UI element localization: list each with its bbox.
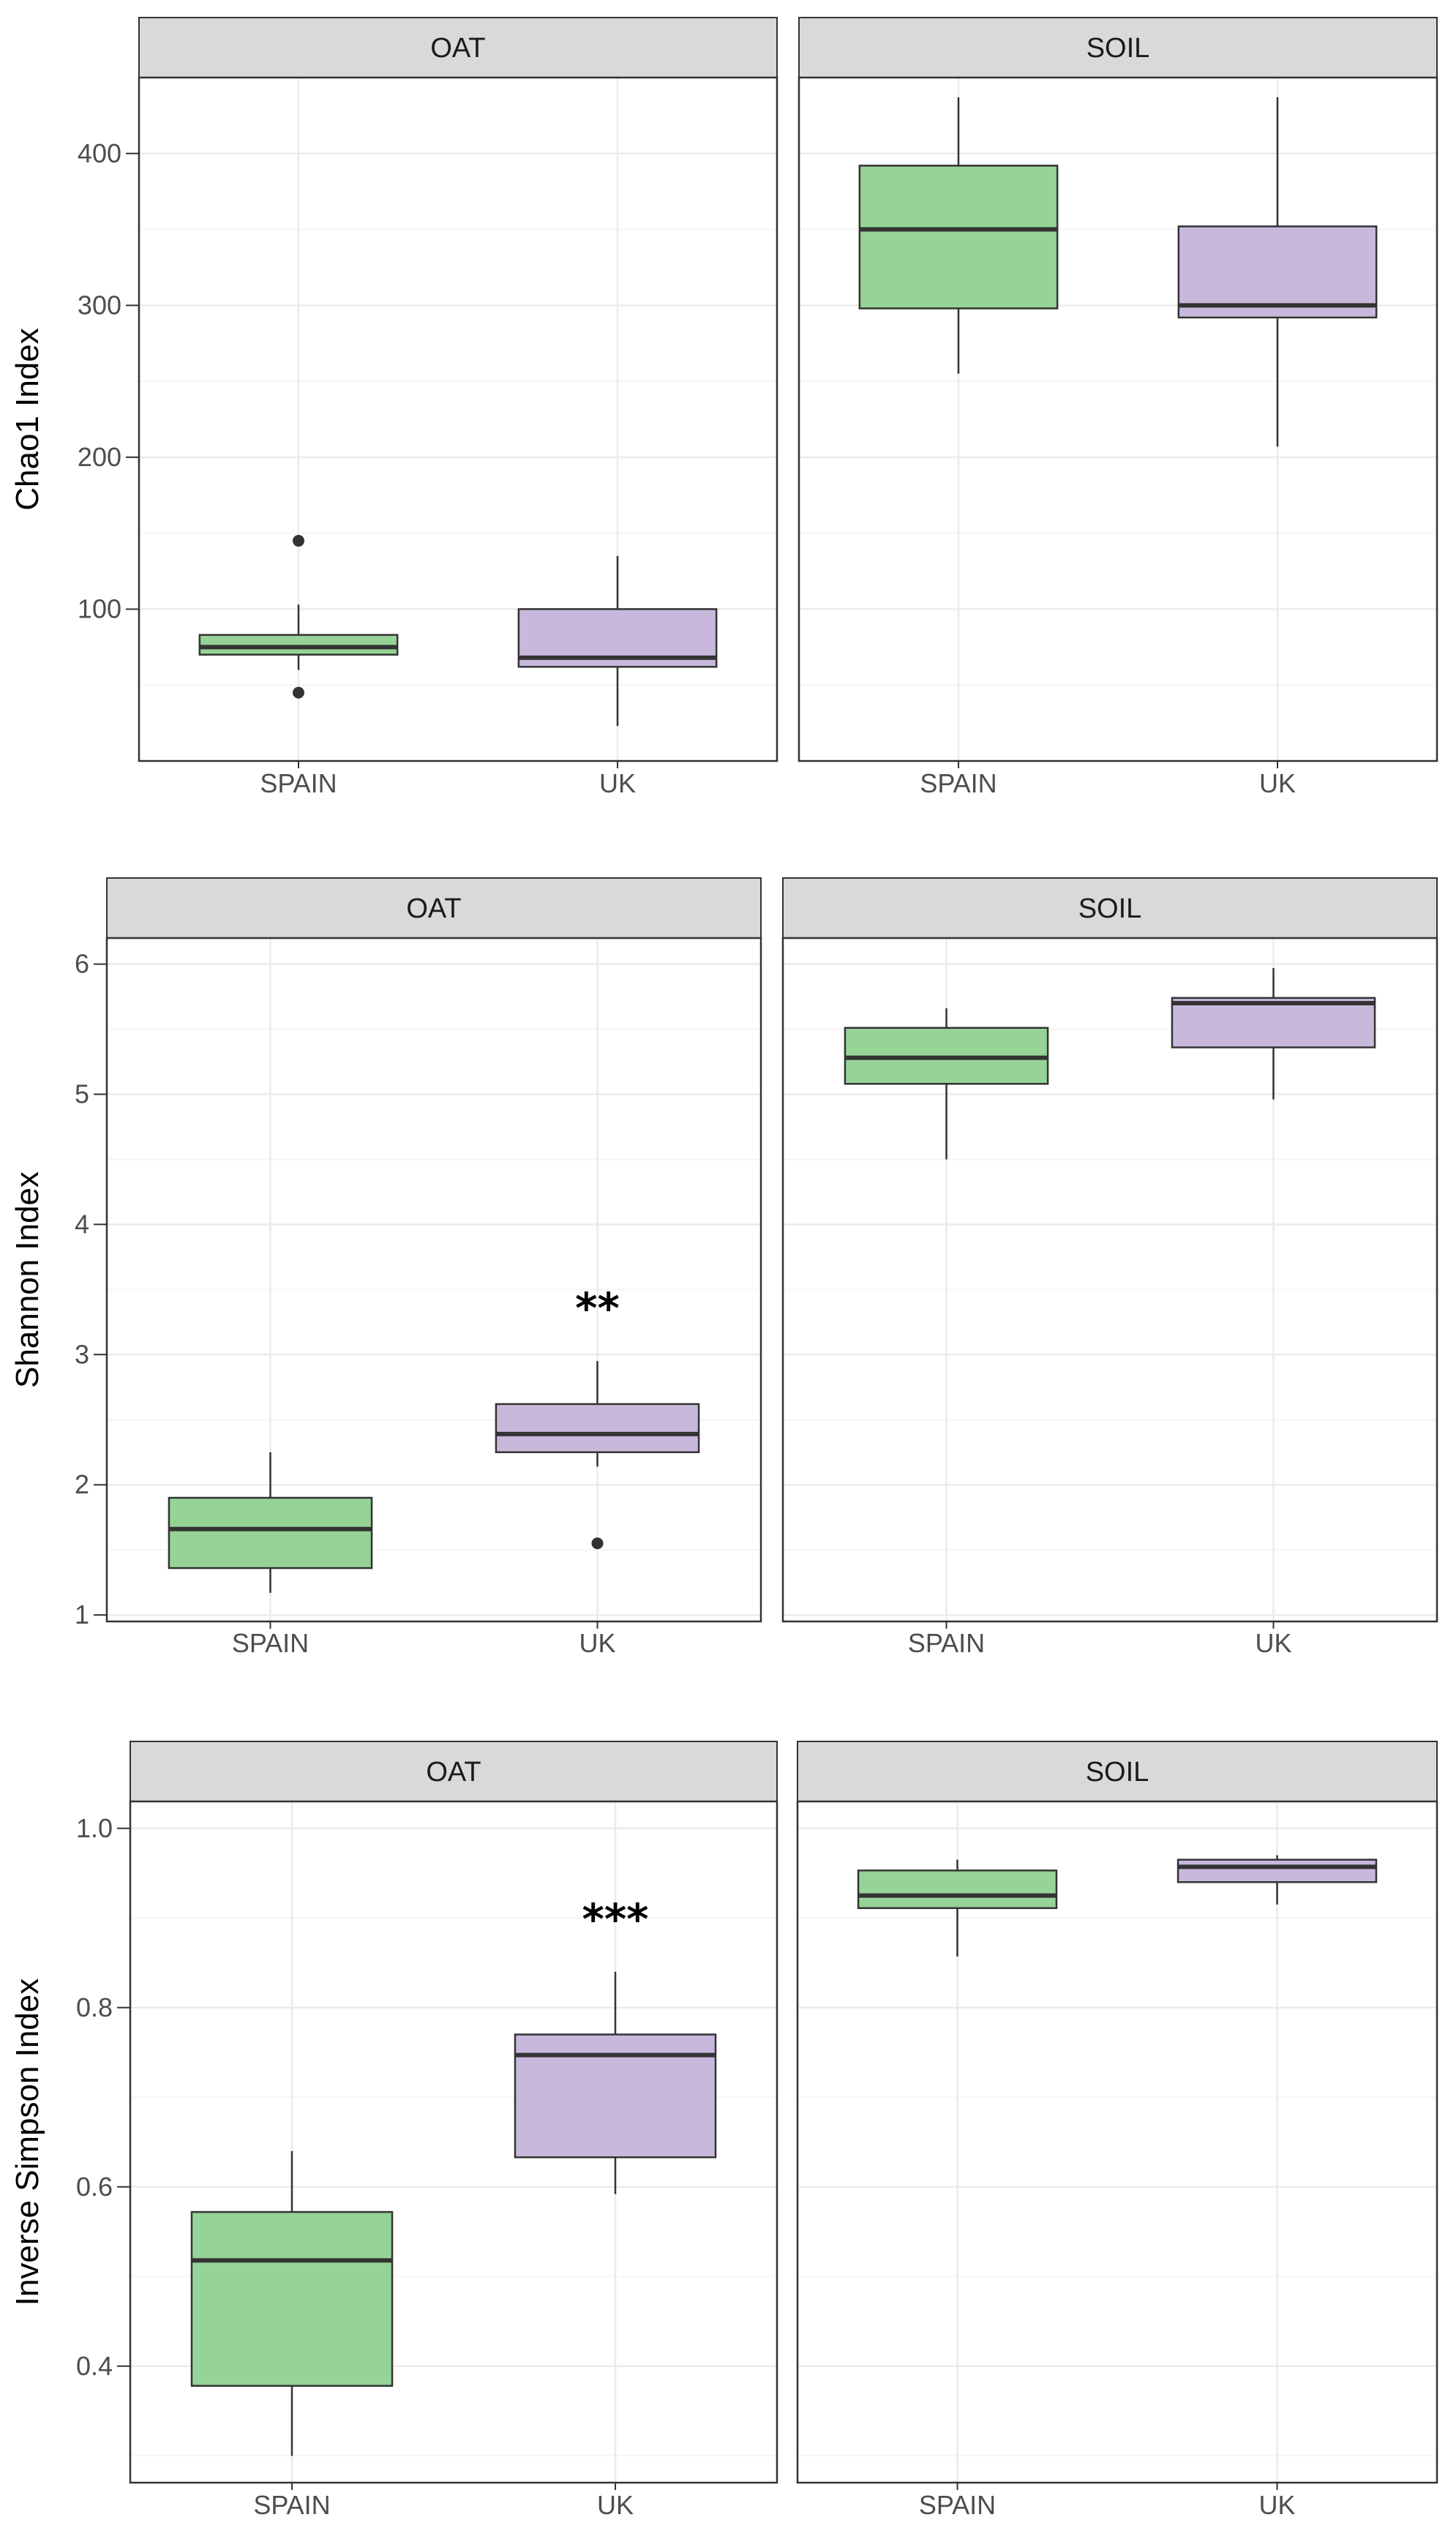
iqr-box: [198, 634, 399, 656]
iqr-box: [1177, 1859, 1378, 1883]
facet-strip-label: SOIL: [1078, 893, 1142, 924]
panel-soil: SOIL SPAIN UK: [798, 17, 1438, 798]
box-spain: [844, 1008, 1049, 1160]
y-tick-label: 3: [75, 1339, 89, 1369]
x-tick-label: SPAIN: [260, 768, 337, 798]
panel-border: [781, 937, 1438, 1623]
facet-strip-label: SOIL: [1087, 33, 1150, 64]
facet-strip: [782, 877, 1438, 939]
panel-oat: OAT ** SPAIN UK: [105, 877, 762, 1658]
y-tick-label: 0.8: [76, 1992, 113, 2022]
y-tick-label: 5: [75, 1079, 89, 1109]
panel-soil: SOIL SPAIN UK: [781, 877, 1438, 1658]
x-tick-label: UK: [1259, 768, 1296, 798]
facet-strip-label: OAT: [406, 893, 461, 924]
box-uk: ***: [514, 1894, 717, 2194]
y-tick-label: 6: [75, 949, 89, 979]
outlier-point: [293, 535, 304, 547]
facet-row-3: Inverse Simpson Index 0.4 0.6 0.8 1.0 OAT *** S…: [10, 1741, 1438, 2520]
y-tick-label: 0.4: [76, 2351, 113, 2381]
iqr-box: [1171, 997, 1376, 1049]
x-tick-label: UK: [599, 768, 636, 798]
facet-strip: [138, 17, 778, 78]
box-uk: [1177, 1855, 1378, 1905]
x-tick-label: SPAIN: [908, 1628, 985, 1658]
panel-oat: OAT SPAIN UK: [138, 17, 778, 798]
iqr-box: [1177, 225, 1378, 319]
y-tick-label: 0.6: [76, 2172, 113, 2202]
panel-soil: SOIL SPAIN UK: [796, 1741, 1438, 2520]
box-uk: [1171, 967, 1376, 1100]
x-tick-label: SPAIN: [253, 2490, 330, 2520]
x-tick-label: SPAIN: [920, 768, 997, 798]
y-tick-label: 2: [75, 1469, 89, 1499]
x-tick-label: UK: [1255, 1628, 1291, 1658]
x-tick-label: UK: [579, 1628, 615, 1658]
facet-strip-label: OAT: [426, 1757, 481, 1788]
facet-strip: [130, 1741, 778, 1802]
iqr-box: [858, 165, 1059, 310]
box-uk: [1177, 97, 1378, 447]
y-tick-label: 100: [78, 593, 121, 623]
facet-row-2: Shannon Index 1 2 3 4 5 6 OAT ** SPAIN UK SOIL SPAIN…: [10, 877, 1438, 1658]
facet-strip-label: OAT: [430, 33, 485, 64]
box-uk: [517, 555, 718, 727]
x-tick-label: UK: [1258, 2490, 1295, 2520]
iqr-box: [514, 2033, 717, 2159]
outlier-point: [293, 686, 304, 699]
box-spain: [168, 1452, 373, 1593]
outlier-point: [591, 1537, 604, 1550]
y-tick-label: 1.0: [76, 1813, 113, 1843]
significance-marker: **: [575, 1283, 620, 1333]
box-spain: [198, 535, 399, 699]
iqr-box: [857, 1869, 1058, 1910]
y-tick-label: 1: [75, 1599, 89, 1629]
facet-row-1: Chao1 Index 100 200 300 400 OAT SPAIN UK SOIL SPA…: [10, 17, 1438, 798]
box-uk: **: [495, 1283, 700, 1550]
box-spain: [858, 97, 1059, 374]
panel-oat: OAT *** SPAIN UK: [129, 1741, 778, 2520]
panel-border: [798, 76, 1438, 762]
iqr-box: [190, 2210, 394, 2387]
panel-border: [138, 76, 778, 762]
panel-border: [105, 937, 762, 1623]
y-tick-label: 200: [78, 442, 121, 472]
box-spain: [190, 2150, 394, 2456]
x-tick-label: UK: [597, 2490, 634, 2520]
iqr-box: [168, 1496, 373, 1569]
facet-strip-label: SOIL: [1086, 1757, 1149, 1788]
iqr-box: [495, 1403, 700, 1453]
panel-border: [796, 1800, 1438, 2484]
y-axis-title: Inverse Simpson Index: [10, 1979, 45, 2306]
y-tick-label: 300: [78, 290, 121, 320]
x-tick-label: SPAIN: [232, 1628, 309, 1658]
y-tick-label: 4: [75, 1209, 89, 1239]
box-spain: [857, 1859, 1058, 1957]
panel-background: [798, 1801, 1437, 2483]
panel-border: [129, 1800, 778, 2484]
facet-strip: [106, 877, 762, 939]
y-tick-label: 400: [78, 138, 121, 168]
facet-strip: [797, 1741, 1438, 1802]
significance-marker: ***: [582, 1894, 649, 1944]
y-axis-title: Chao1 Index: [10, 328, 45, 511]
y-axis-title: Shannon Index: [10, 1171, 45, 1388]
x-tick-label: SPAIN: [919, 2490, 996, 2520]
